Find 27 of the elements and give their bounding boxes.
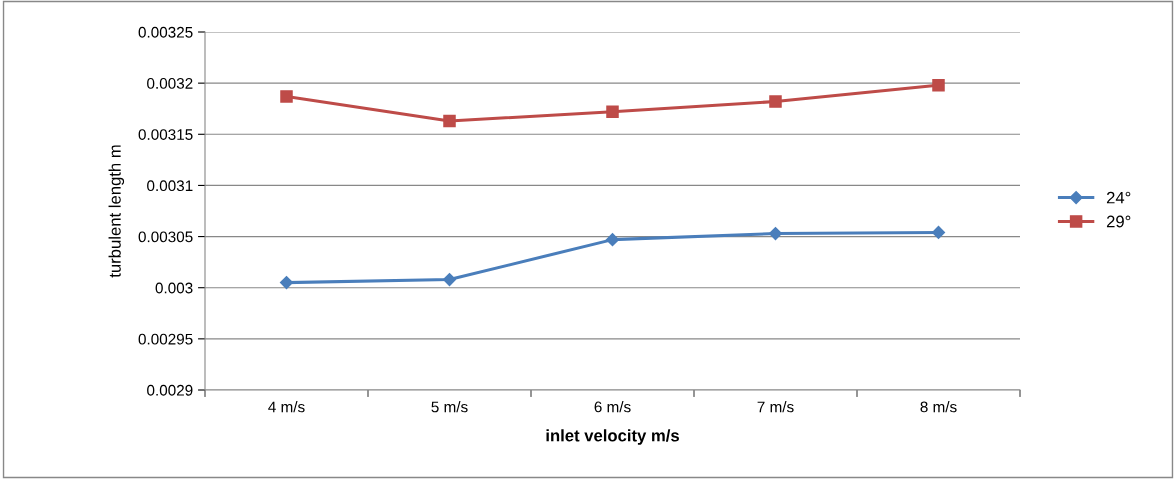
point [443,114,456,128]
legend-label: 24° [1106,191,1131,204]
x-axis-title: inlet velocity m/s [546,429,679,445]
y-tick-label: 0.003 [155,282,193,294]
y-tick-label: 0.00295 [138,333,193,345]
y-axis-title: turbulent length m [108,145,125,278]
legend-label: 29° [1106,215,1131,228]
point [769,95,782,108]
point [931,225,946,240]
y-tick-label: 0.0031 [147,180,193,192]
x-tick-label: 8 m/s [920,401,957,413]
point [442,272,457,287]
x-tick-label: 4 m/s [268,401,305,413]
point [280,90,293,103]
x-tick-label: 7 m/s [757,401,794,413]
y-tick-label: 0.00305 [138,231,193,243]
y-tick-label: 0.0032 [147,78,193,89]
point [932,78,945,92]
point [606,105,619,119]
point [768,226,783,241]
x-tick-label: 6 m/s [594,401,631,413]
point [279,276,294,290]
x-tick-label: 5 m/s [431,401,468,413]
y-tick-label: 0.0029 [147,384,193,396]
y-tick-label: 0.00315 [138,129,193,140]
y-tick-label: 0.00325 [138,26,193,38]
point [605,233,620,247]
